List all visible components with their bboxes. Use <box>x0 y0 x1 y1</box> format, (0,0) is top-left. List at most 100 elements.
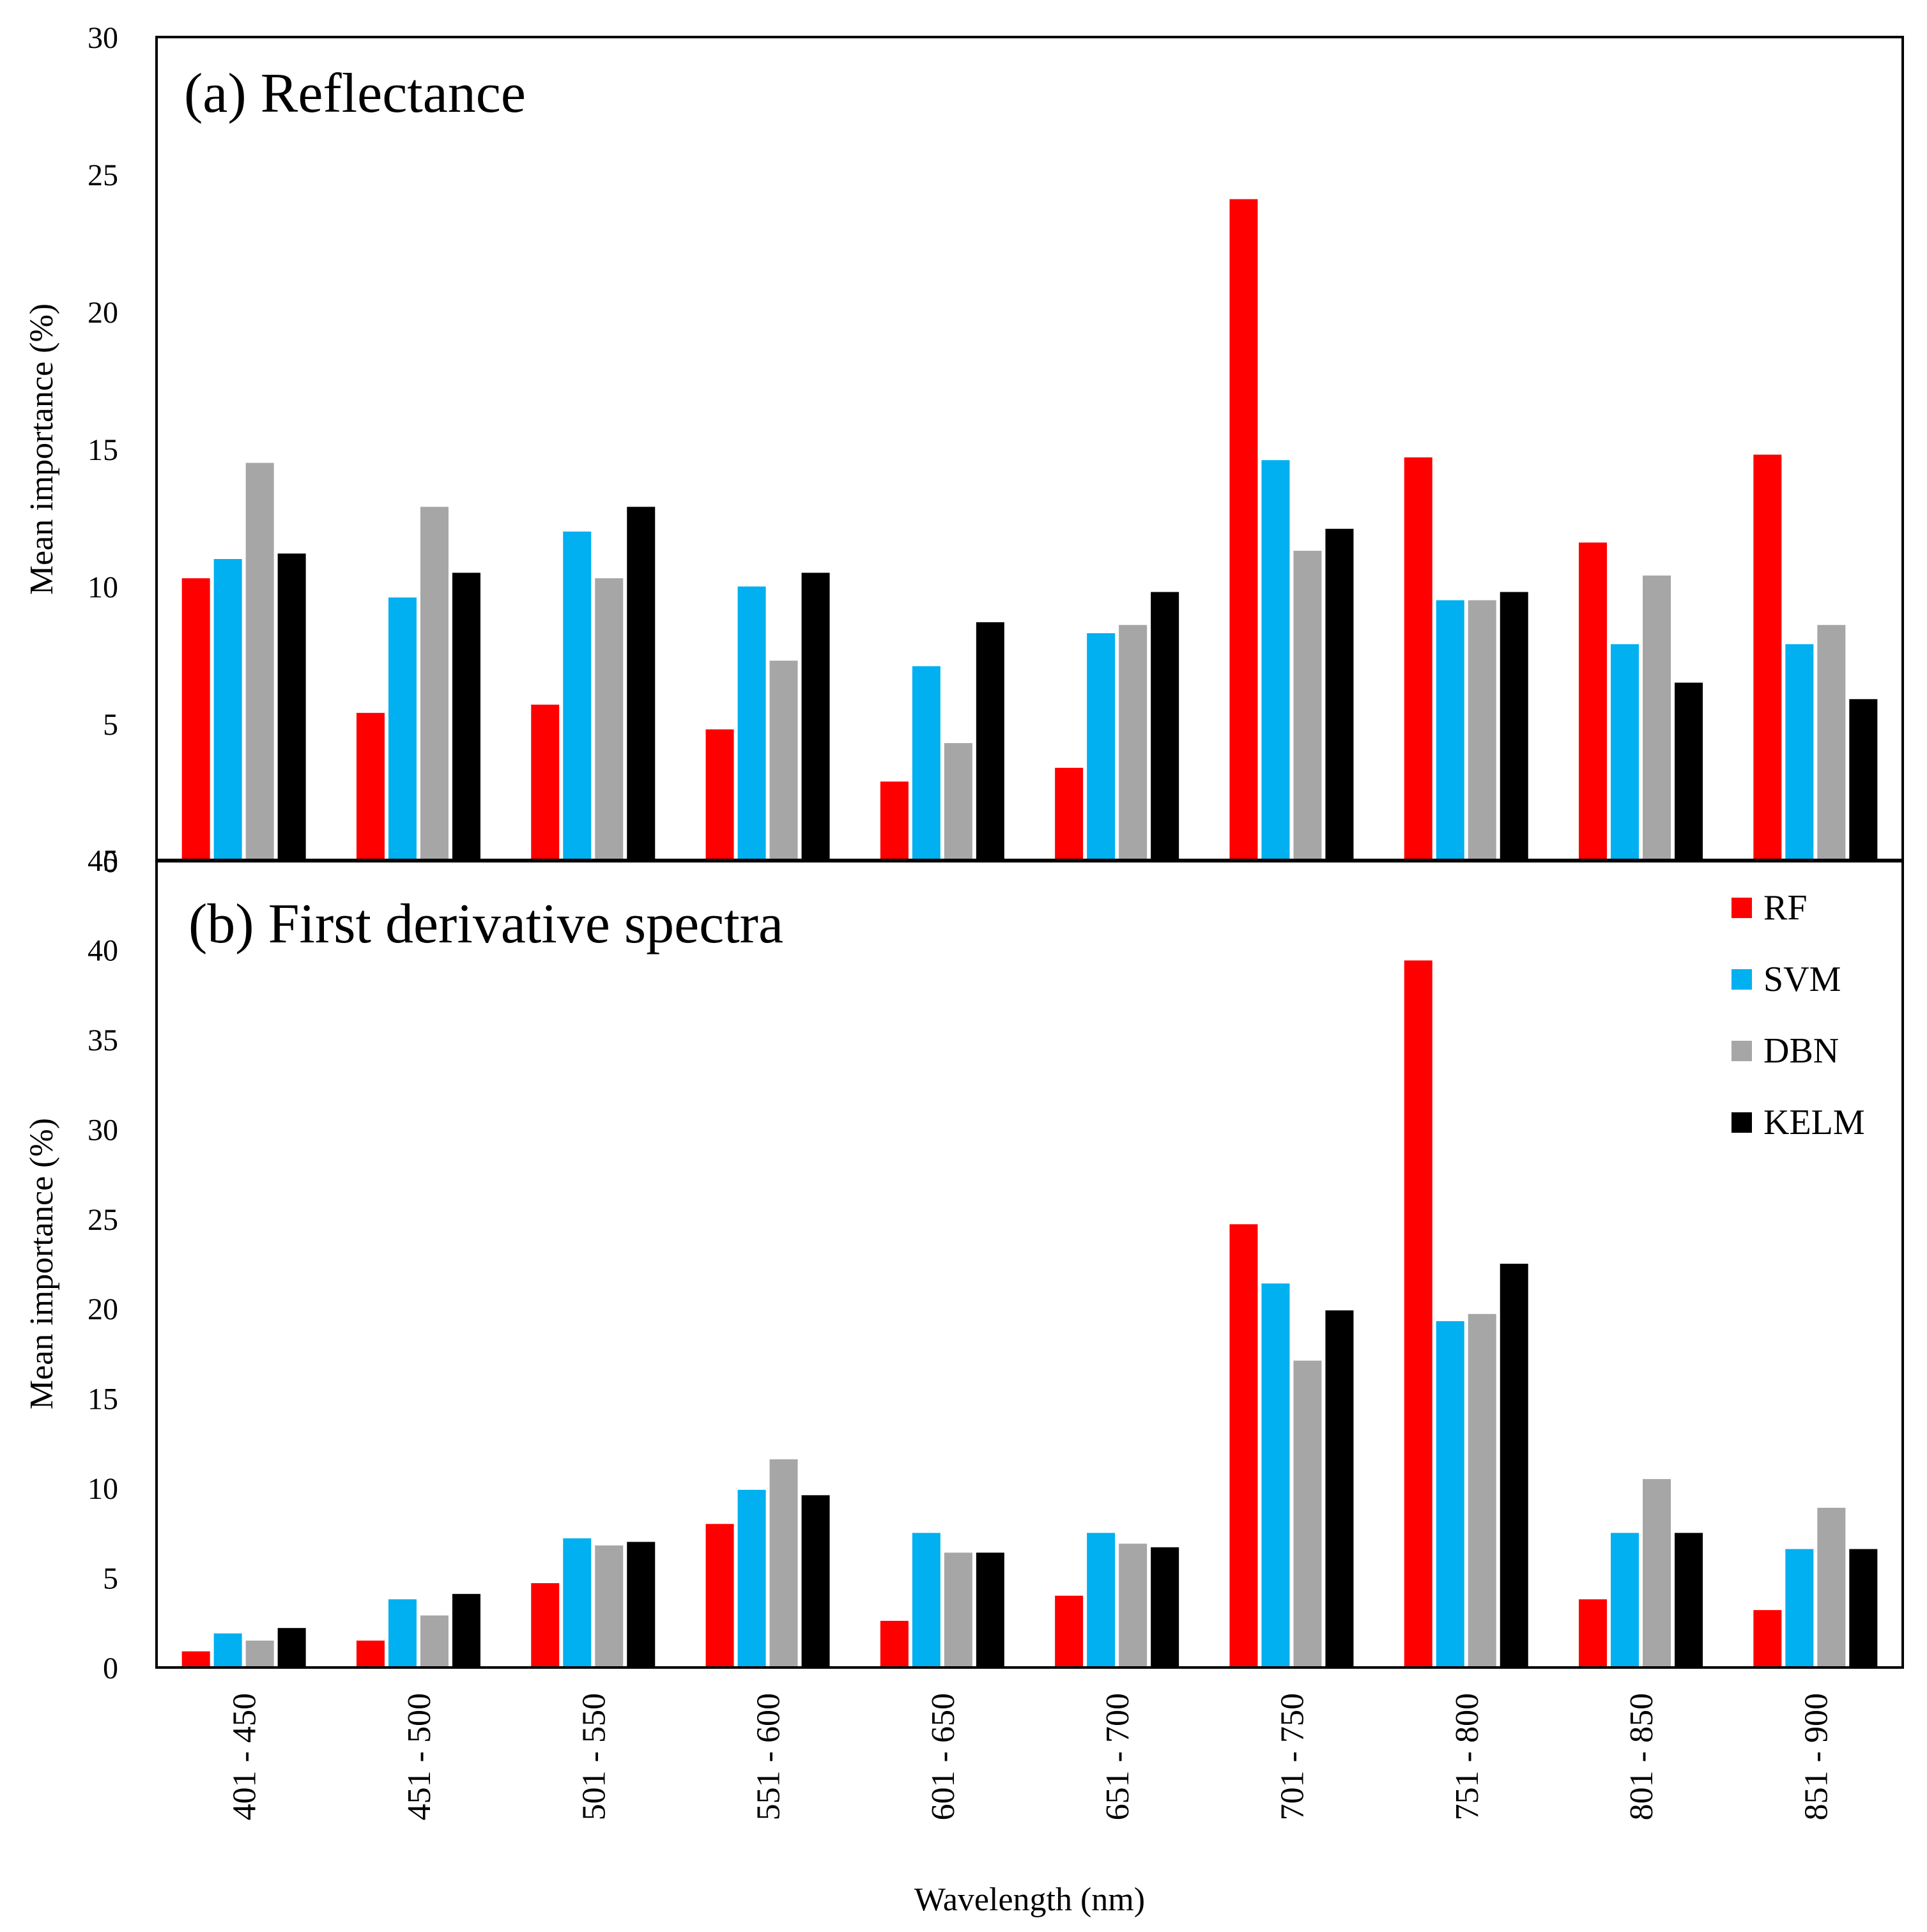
panel-a-bar-dbn <box>769 661 798 861</box>
panel-a-bar-dbn <box>1119 625 1148 861</box>
panel-a-bar-svm <box>1785 644 1814 861</box>
legend-swatch-kelm <box>1731 1112 1752 1133</box>
panel-b-bar-rf <box>880 1620 909 1667</box>
panel-b-bar-dbn <box>245 1640 274 1667</box>
panel-a-bar-svm <box>388 597 417 861</box>
panel-b-bar-svm <box>563 1538 592 1667</box>
panel-a-bar-dbn <box>1468 600 1496 861</box>
panel-b-bar-dbn <box>1817 1508 1846 1667</box>
panel-a-bar-svm <box>912 666 940 861</box>
panel-b-frame <box>155 859 1904 1669</box>
panel-a-bar-kelm <box>1151 592 1179 861</box>
panel-b-bar-rf <box>1229 1224 1258 1667</box>
panel-b-bar-rf <box>705 1524 734 1667</box>
panel-a-bar-kelm <box>1325 528 1354 861</box>
panel-a-bar-kelm <box>801 572 830 861</box>
panel-a-bar-rf <box>880 781 909 861</box>
panel-a-bar-svm <box>1261 460 1290 861</box>
panel-b-title: (b) First derivative spectra <box>188 893 783 955</box>
panel-a-y-axis-label: Mean importance (%) <box>24 303 60 595</box>
panel-a-bar-dbn <box>420 507 449 861</box>
panel-a-bar-dbn <box>245 463 274 861</box>
panel-a-bar-rf <box>1579 542 1608 861</box>
panel-a-bar-kelm <box>277 553 306 861</box>
legend-label-kelm: KELM <box>1763 1103 1865 1142</box>
panel-b-bar-rf <box>1055 1595 1084 1667</box>
panel-b-y-tick-label: 40 <box>88 933 118 967</box>
panel-a-y-tick-label: 5 <box>103 708 118 742</box>
panel-a-y-ticks: 0 5 10 15 20 25 30 <box>88 21 118 879</box>
panel-a-bar-rf <box>1753 454 1782 861</box>
panel-b-bar-dbn <box>944 1552 972 1667</box>
panel-b-bar-svm <box>1436 1321 1464 1667</box>
panel-b-bar-svm <box>912 1533 940 1667</box>
x-tick-label: 701 - 750 <box>1274 1693 1310 1820</box>
panel-b-bar-rf <box>356 1640 385 1667</box>
panel-b-bar-dbn <box>1119 1544 1148 1667</box>
panel-a-y-tick-label: 25 <box>88 158 118 192</box>
panel-b-first-derivative: 0 5 10 15 20 25 30 35 40 45 (b) First derivative … <box>24 844 1904 1918</box>
x-tick-label: 601 - 650 <box>925 1693 962 1820</box>
panel-b-bar-dbn <box>595 1545 624 1667</box>
x-axis-label: Wavelength (nm) <box>914 1882 1145 1918</box>
panel-a-bar-rf <box>1055 767 1084 861</box>
panel-a-bar-rf <box>1404 457 1432 861</box>
panel-a-y-tick-label: 20 <box>88 296 118 330</box>
panel-b-bar-kelm <box>801 1495 830 1667</box>
legend-swatch-dbn <box>1731 1041 1752 1061</box>
panel-a-bar-rf <box>705 729 734 861</box>
panel-b-bar-dbn <box>1468 1314 1496 1667</box>
panel-b-bar-dbn <box>1643 1479 1671 1667</box>
legend-label-svm: SVM <box>1763 960 1841 999</box>
x-tick-label: 401 - 450 <box>227 1693 263 1820</box>
panel-b-bar-svm <box>1785 1549 1814 1667</box>
panel-b-y-tick-label: 35 <box>88 1023 118 1057</box>
panel-b-bar-rf <box>1753 1610 1782 1667</box>
panel-a-bar-rf <box>1229 199 1258 862</box>
x-tick-label: 801 - 850 <box>1624 1693 1660 1820</box>
legend-swatch-svm <box>1731 969 1752 990</box>
panel-b-bar-rf <box>181 1651 210 1667</box>
panel-b-y-tick-label: 0 <box>103 1652 118 1685</box>
legend-label-rf: RF <box>1763 888 1808 928</box>
panel-a-y-tick-label: 10 <box>88 571 118 604</box>
panel-a-bar-kelm <box>1675 682 1703 861</box>
panel-a-reflectance: 0 5 10 15 20 25 30 (a) Reflectance Mean import… <box>24 21 1904 879</box>
legend: RF SVM DBN KELM <box>1731 888 1865 1142</box>
panel-a-bar-kelm <box>627 507 656 861</box>
panel-a-bar-kelm <box>1849 699 1878 861</box>
panel-a-bar-rf <box>356 712 385 861</box>
panel-a-bar-rf <box>531 704 560 861</box>
panel-a-bars <box>181 199 1878 862</box>
panel-a-bar-dbn <box>1643 575 1671 861</box>
panel-b-y-tick-label: 45 <box>88 844 118 878</box>
x-tick-label: 651 - 700 <box>1100 1693 1136 1820</box>
panel-a-bar-svm <box>213 559 242 861</box>
panel-b-bar-kelm <box>1849 1549 1878 1667</box>
panel-a-bar-rf <box>181 578 210 861</box>
panel-a-bar-dbn <box>1293 551 1322 861</box>
panel-a-bar-dbn <box>944 743 972 861</box>
panel-b-y-tick-label: 10 <box>88 1472 118 1506</box>
panel-b-y-axis-label: Mean importance (%) <box>24 1118 60 1409</box>
panel-b-bar-dbn <box>1293 1360 1322 1667</box>
x-tick-label: 751 - 800 <box>1449 1693 1486 1820</box>
panel-b-y-tick-label: 15 <box>88 1383 118 1416</box>
panel-b-y-tick-label: 25 <box>88 1203 118 1237</box>
panel-a-bar-dbn <box>1817 625 1846 861</box>
panel-a-bar-svm <box>1611 644 1639 861</box>
panel-a-bar-kelm <box>1500 592 1528 861</box>
panel-a-y-tick-label: 30 <box>88 21 118 55</box>
panel-b-y-tick-label: 30 <box>88 1113 118 1147</box>
x-tick-label: 451 - 500 <box>401 1693 438 1820</box>
panel-b-bar-rf <box>1579 1599 1608 1667</box>
panel-b-bar-dbn <box>420 1615 449 1667</box>
panel-b-bar-svm <box>737 1489 766 1667</box>
panel-b-y-tick-label: 20 <box>88 1292 118 1326</box>
panel-b-bar-svm <box>388 1599 417 1667</box>
panel-b-bar-kelm <box>1500 1264 1528 1667</box>
panel-a-bar-svm <box>563 532 592 861</box>
panel-a-y-tick-label: 15 <box>88 433 118 467</box>
panel-a-y-tick-label: 0 <box>103 845 118 879</box>
